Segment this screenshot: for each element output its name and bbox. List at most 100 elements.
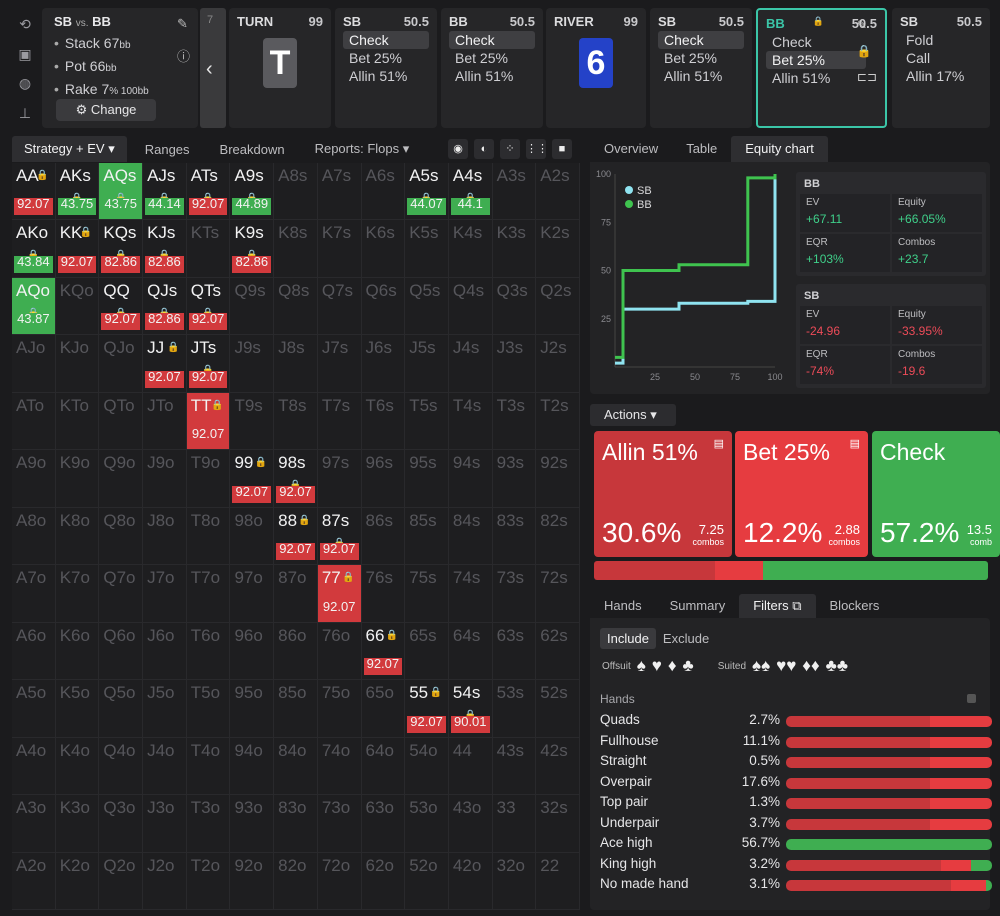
tab-strategy-ev[interactable]: Strategy + EV ▾	[12, 136, 127, 162]
hand-cell[interactable]: A6s	[361, 163, 406, 221]
diamond-icon[interactable]: ♦	[667, 656, 677, 675]
hand-cell[interactable]: 97s	[317, 450, 362, 508]
hand-cell[interactable]: T5s	[405, 392, 449, 451]
node-action[interactable]: Fold	[906, 32, 934, 48]
action-card[interactable]: Bet 25% ▤ 12.2% 2.88 combos	[735, 431, 868, 557]
node-action[interactable]: Check	[449, 31, 535, 49]
hand-cell[interactable]: QJo	[99, 335, 144, 393]
hand-cell[interactable]: K2s	[536, 220, 580, 278]
hand-cell[interactable]: J7s	[317, 335, 362, 393]
hand-cell[interactable]: QTs🔒92.07	[186, 277, 231, 336]
hand-cell[interactable]: KJs🔒82.86	[143, 220, 187, 278]
edit-icon[interactable]: ✎	[856, 18, 867, 32]
hand-category-row[interactable]: Overpair 17.6%	[600, 774, 992, 795]
hand-cell[interactable]: 43o	[448, 795, 493, 853]
hand-cell[interactable]: AKs🔒43.75	[55, 163, 100, 221]
grid-dots-icon[interactable]: ⋮⋮	[526, 139, 548, 159]
hand-cell[interactable]: A9s🔒44.89	[230, 163, 275, 221]
hand-cell[interactable]: 54s🔒90.01	[448, 680, 493, 738]
hand-cell[interactable]: K8s	[274, 220, 318, 278]
hand-cell[interactable]: ATs🔒92.07	[186, 163, 231, 221]
hand-category-row[interactable]: King high 3.2%	[600, 856, 992, 877]
node-action[interactable]: Check	[343, 31, 429, 49]
hand-cell[interactable]: T7o	[186, 565, 231, 623]
hand-cell[interactable]: Q4o	[99, 737, 144, 796]
tab-overview[interactable]: Overview	[604, 141, 659, 156]
hand-cell[interactable]: 96o	[230, 622, 275, 681]
hand-cell[interactable]: 97o	[230, 565, 275, 623]
hand-cell[interactable]: J8o	[143, 507, 187, 566]
hand-cell[interactable]: 87o	[274, 565, 318, 623]
hand-cell[interactable]: Q5o	[99, 680, 144, 738]
hand-category-row[interactable]: Straight 0.5%	[600, 753, 992, 774]
hand-cell[interactable]: A5s🔒44.07	[405, 163, 449, 221]
hand-cell[interactable]: 82s	[536, 507, 580, 566]
node-action[interactable]: Bet 25%	[766, 51, 866, 69]
hand-cell[interactable]: J6s	[361, 335, 406, 393]
hand-cell[interactable]: JJ 🔒 92.07	[143, 335, 187, 393]
square-icon[interactable]: ■	[552, 139, 572, 159]
hand-cell[interactable]: Q6o	[99, 622, 144, 681]
hand-cell[interactable]: KJo	[55, 335, 100, 393]
tab-blockers[interactable]: Blockers	[829, 598, 880, 613]
hand-cell[interactable]: T9o	[186, 450, 231, 508]
node-1[interactable]: SB 50.5 Check Bet 25% Allin 51%	[335, 8, 437, 128]
hand-cell[interactable]: J9o	[143, 450, 187, 508]
node-action[interactable]: Bet 25%	[349, 50, 402, 66]
hand-cell[interactable]: Q2s	[536, 277, 580, 336]
hand-cell[interactable]: Q3o	[99, 795, 144, 853]
hand-cell[interactable]: 66 🔒 92.07	[361, 622, 406, 681]
node-2[interactable]: BB 50.5 Check Bet 25% Allin 51%	[441, 8, 543, 128]
hand-cell[interactable]: 73s	[492, 565, 537, 623]
hand-cell[interactable]: KK 🔒 92.07	[55, 220, 100, 278]
hand-cell[interactable]: KTo	[55, 392, 100, 451]
hand-cell[interactable]: J2o	[143, 852, 187, 910]
node-6[interactable]: SB 50.5 Fold Call Allin 17%	[892, 8, 990, 128]
hand-cell[interactable]: Q4s	[448, 277, 493, 336]
hand-cell[interactable]: 32o	[492, 852, 537, 910]
hand-category-row[interactable]: Quads 2.7%	[600, 712, 992, 733]
hand-cell[interactable]: 64o	[361, 737, 406, 796]
hand-cell[interactable]: 87s🔒92.07	[317, 507, 362, 566]
hand-cell[interactable]: J4s	[448, 335, 493, 393]
node-action[interactable]: Bet 25%	[664, 50, 717, 66]
node-action[interactable]: Check	[772, 34, 812, 50]
hand-cell[interactable]: 55 🔒 92.07	[405, 680, 449, 738]
hand-cell[interactable]: 74o	[317, 737, 362, 796]
hand-cell[interactable]: K7s	[317, 220, 362, 278]
hand-cell[interactable]: K3s	[492, 220, 537, 278]
hand-cell[interactable]: 32s	[536, 795, 580, 853]
hand-cell[interactable]: T6o	[186, 622, 231, 681]
hand-cell[interactable]: Q8o	[99, 507, 144, 566]
hand-cell[interactable]: A8o	[12, 507, 56, 566]
node-5[interactable]: BB 🔒 50.5 Check Bet 25% Allin 51% ✎ 🔒 ⊏⊐	[756, 8, 887, 128]
hand-cell[interactable]: 63s	[492, 622, 537, 681]
cube-icon[interactable]: ◉	[448, 139, 468, 159]
hand-cell[interactable]: 22	[536, 852, 580, 910]
hand-cell[interactable]: 42o	[448, 852, 493, 910]
info-icon[interactable]: ⓘ	[176, 49, 190, 64]
hand-cell[interactable]: J7o	[143, 565, 187, 623]
hand-cell[interactable]: 73o	[317, 795, 362, 853]
hand-cell[interactable]: 86s	[361, 507, 406, 566]
hand-cell[interactable]: QTo	[99, 392, 144, 451]
hand-cell[interactable]: 53s	[492, 680, 537, 738]
hand-cell[interactable]: 82o	[274, 852, 318, 910]
hand-cell[interactable]: K6s	[361, 220, 406, 278]
tab-summary[interactable]: Summary	[669, 598, 726, 613]
include-toggle[interactable]: Include	[600, 628, 656, 649]
hand-cell[interactable]: 65s	[405, 622, 449, 681]
hand-cell[interactable]: AJo	[12, 335, 56, 393]
hand-cell[interactable]: J3s	[492, 335, 537, 393]
hand-cell[interactable]: J8s	[274, 335, 318, 393]
suited-spades-icon[interactable]: ♠♠	[752, 656, 771, 675]
hand-cell[interactable]: TT 🔒 92.07	[186, 392, 231, 451]
hand-cell[interactable]: A8s	[274, 163, 318, 221]
hand-cell[interactable]: T4o	[186, 737, 231, 796]
hand-cell[interactable]: J3o	[143, 795, 187, 853]
tab-hands[interactable]: Hands	[604, 598, 642, 613]
hand-cell[interactable]: 44	[448, 737, 493, 796]
tab-filters[interactable]: Filters ⧉	[739, 594, 816, 618]
tab-table[interactable]: Table	[686, 141, 718, 156]
node-action[interactable]: Allin 17%	[906, 68, 965, 84]
